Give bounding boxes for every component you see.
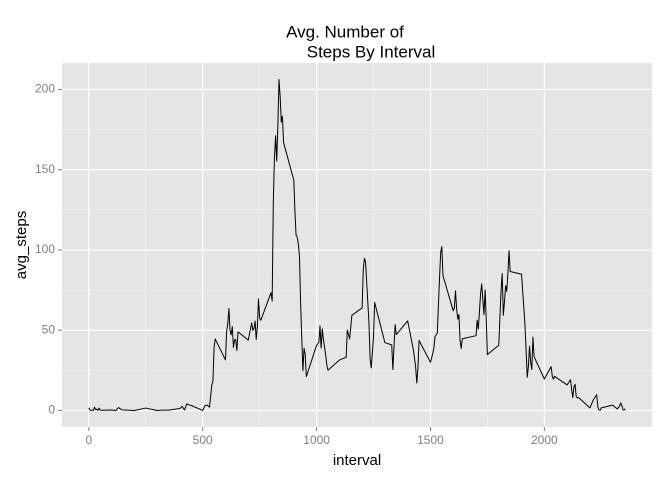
y-tick-label: 200: [35, 82, 55, 96]
y-tick-label: 100: [35, 242, 55, 256]
x-tick-label: 500: [193, 433, 213, 447]
chart-title: Steps By Interval: [307, 42, 436, 61]
x-tick-label: 1500: [417, 433, 444, 447]
x-axis-label: interval: [333, 452, 381, 469]
y-tick-label: 0: [48, 403, 55, 417]
x-tick-label: 0: [85, 433, 92, 447]
x-tick-label: 1000: [303, 433, 330, 447]
y-axis-label: avg_steps: [13, 211, 30, 279]
chart-title: Avg. Number of: [286, 22, 404, 41]
y-tick-label: 150: [35, 162, 55, 176]
x-tick-label: 2000: [531, 433, 558, 447]
data-line: [88, 79, 626, 411]
plot-panel: [62, 63, 652, 427]
y-tick-label: 50: [42, 322, 56, 336]
